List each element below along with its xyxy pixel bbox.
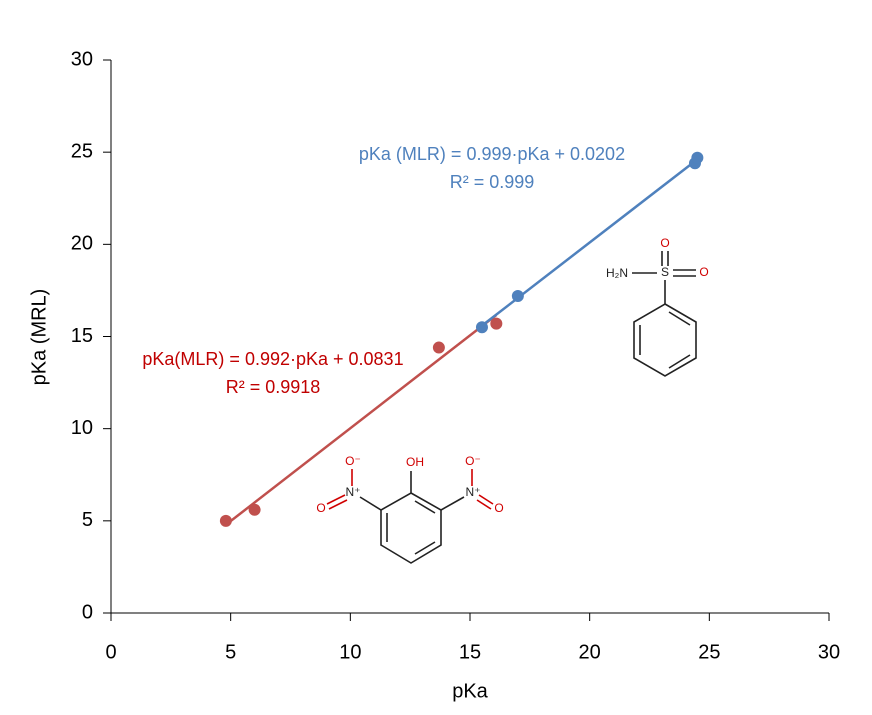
y-tick-label: 15 bbox=[71, 325, 93, 347]
picric-structure: O⁻ OH O⁻ N⁺ N⁺ O O bbox=[316, 454, 504, 564]
atom-label: N⁺ bbox=[346, 485, 361, 499]
x-tick-label: 20 bbox=[579, 641, 601, 663]
point bbox=[219, 514, 232, 527]
point bbox=[691, 151, 704, 164]
y-axis-label: pKa (MRL) bbox=[28, 289, 50, 386]
atom-label: O bbox=[494, 501, 503, 515]
annotation: pKa(MLR) = 0.992·pKa + 0.0831 bbox=[142, 349, 403, 369]
atom-label: S bbox=[661, 265, 669, 279]
annotation: R² = 0.999 bbox=[450, 172, 535, 192]
annotation: pKa (MLR) = 0.999·pKa + 0.0202 bbox=[359, 144, 625, 164]
y-tick-label: 10 bbox=[71, 417, 93, 439]
atom-label: H₂N bbox=[606, 266, 628, 280]
atom-label: O⁻ bbox=[465, 454, 481, 468]
atom-label: O⁻ bbox=[345, 454, 361, 468]
point bbox=[432, 341, 445, 354]
x-axis-label: pKa bbox=[452, 680, 488, 702]
x-tick-label: 0 bbox=[105, 641, 116, 663]
annotation: R² = 0.9918 bbox=[226, 377, 321, 397]
atom-label: O bbox=[699, 265, 708, 279]
atom-label: O bbox=[660, 236, 669, 250]
y-tick-label: 0 bbox=[82, 601, 93, 623]
x-tick-label: 30 bbox=[818, 641, 840, 663]
x-tick-label: 15 bbox=[459, 641, 481, 663]
y-tick-label: 20 bbox=[71, 233, 93, 255]
x-tick-label: 25 bbox=[698, 641, 720, 663]
point bbox=[248, 503, 261, 516]
y-tick-label: 5 bbox=[82, 509, 93, 531]
point bbox=[475, 321, 488, 334]
point bbox=[511, 289, 524, 302]
atom-label: OH bbox=[406, 455, 424, 469]
atom-label: O bbox=[316, 501, 325, 515]
trendline bbox=[225, 313, 498, 526]
atom-label: N⁺ bbox=[466, 485, 481, 499]
x-tick-label: 5 bbox=[225, 641, 236, 663]
y-tick-label: 25 bbox=[71, 140, 93, 162]
sulfonamide-structure: O H₂N S O bbox=[606, 236, 709, 377]
x-tick-label: 10 bbox=[339, 641, 361, 663]
point bbox=[490, 317, 503, 330]
y-tick-label: 30 bbox=[71, 48, 93, 70]
